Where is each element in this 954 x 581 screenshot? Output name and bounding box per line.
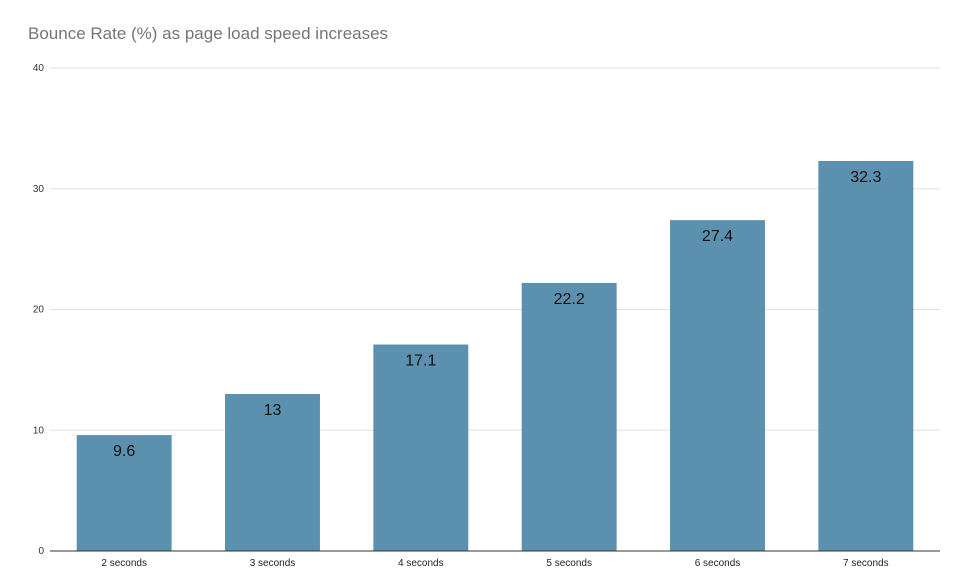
y-tick-label: 30 <box>33 184 45 195</box>
x-tick-label: 2 seconds <box>101 558 147 569</box>
bars <box>76 160 914 552</box>
x-axis-ticks: 2 seconds 3 seconds 4 seconds 5 seconds 6 se… <box>101 558 888 569</box>
bar-value-label: 32.3 <box>850 169 881 186</box>
x-tick-label: 4 seconds <box>398 558 444 569</box>
x-tick-label: 3 seconds <box>250 558 296 569</box>
data-labels: 9.6 13 17.1 22.2 27.4 32.3 <box>113 169 881 460</box>
bar <box>225 394 320 551</box>
chart-title: Bounce Rate (%) as page load speed incre… <box>28 24 389 43</box>
bar-value-label: 13 <box>264 402 282 419</box>
bar <box>670 220 765 551</box>
bar-value-label: 27.4 <box>702 228 733 245</box>
y-tick-label: 40 <box>33 63 45 74</box>
bar <box>76 435 172 551</box>
bar <box>521 282 617 551</box>
bar-value-label: 9.6 <box>113 443 135 460</box>
bar-value-label: 17.1 <box>405 353 436 370</box>
grid-lines <box>50 67 940 431</box>
y-axis-ticks: 0 10 20 30 40 <box>33 63 45 557</box>
y-tick-label: 20 <box>33 305 45 316</box>
bar <box>373 344 469 551</box>
x-tick-label: 7 seconds <box>843 558 889 569</box>
x-tick-label: 6 seconds <box>695 558 741 569</box>
bar-value-label: 22.2 <box>554 291 585 308</box>
y-tick-label: 0 <box>38 546 44 557</box>
y-tick-label: 10 <box>33 425 45 436</box>
bar <box>818 160 914 552</box>
x-tick-label: 5 seconds <box>546 558 592 569</box>
